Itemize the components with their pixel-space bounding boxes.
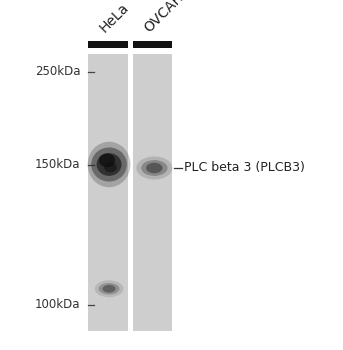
Ellipse shape [88, 142, 130, 187]
Bar [133, 41, 173, 48]
Text: 250kDa: 250kDa [35, 65, 81, 78]
Ellipse shape [95, 280, 123, 297]
Text: 150kDa: 150kDa [35, 158, 81, 171]
Ellipse shape [99, 153, 115, 167]
Ellipse shape [146, 163, 163, 173]
Text: OVCAR3: OVCAR3 [141, 0, 192, 35]
Text: PLC beta 3 (PLCB3): PLC beta 3 (PLCB3) [184, 161, 304, 175]
Text: HeLa: HeLa [96, 0, 131, 35]
Ellipse shape [97, 153, 121, 176]
Ellipse shape [104, 162, 117, 173]
Ellipse shape [99, 283, 119, 295]
Bar [88, 41, 128, 48]
Bar [133, 54, 173, 331]
Ellipse shape [103, 285, 116, 293]
Ellipse shape [141, 160, 167, 176]
Bar [88, 54, 128, 331]
Ellipse shape [136, 156, 173, 180]
Text: 100kDa: 100kDa [35, 298, 81, 311]
Ellipse shape [91, 147, 127, 182]
